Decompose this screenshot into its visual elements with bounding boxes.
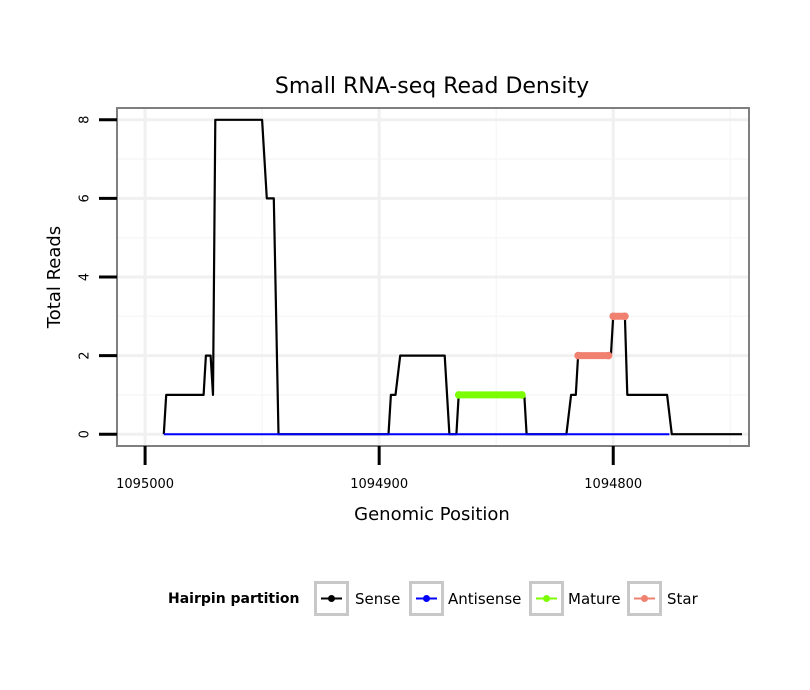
chart-title: Small RNA-seq Read Density xyxy=(275,74,589,99)
legend-label: Star xyxy=(667,590,699,608)
series-point-star xyxy=(574,351,582,360)
legend-key-point xyxy=(641,595,648,602)
legend-key-point xyxy=(423,595,430,602)
series-point-star xyxy=(621,312,629,321)
y-axis: 0 2 4 6 8 xyxy=(78,116,117,438)
y-tick-label: 6 xyxy=(78,194,93,202)
x-tick-label: 1095000 xyxy=(116,477,174,492)
series-point-mature xyxy=(518,391,526,399)
legend-key-point xyxy=(328,595,335,602)
x-tick-label: 1094900 xyxy=(350,477,408,492)
x-axis: 1095000 1094900 1094800 xyxy=(116,446,642,492)
series-point-star xyxy=(609,312,618,321)
x-tick-label: 1094800 xyxy=(584,477,642,492)
legend-item-mature: Mature xyxy=(529,581,621,616)
x-axis-title: Genomic Position xyxy=(354,504,510,525)
legend: Hairpin partition Sense Antisense Mature St… xyxy=(168,581,699,616)
y-axis-title: Total Reads xyxy=(44,226,65,329)
y-tick-label: 8 xyxy=(78,116,93,124)
series-point-star xyxy=(604,351,613,360)
legend-item-antisense: Antisense xyxy=(409,581,521,616)
legend-item-star: Star xyxy=(627,581,699,616)
y-tick-label: 2 xyxy=(78,351,93,359)
legend-label: Sense xyxy=(355,590,400,608)
legend-key-point xyxy=(543,595,550,602)
legend-item-sense: Sense xyxy=(314,581,400,616)
legend-title: Hairpin partition xyxy=(168,591,299,607)
series-point-mature xyxy=(454,391,463,399)
series-line-sense xyxy=(162,118,742,436)
y-tick-label: 4 xyxy=(78,273,93,281)
legend-label: Mature xyxy=(568,590,621,608)
y-tick-label: 0 xyxy=(78,430,93,438)
legend-label: Antisense xyxy=(448,590,521,608)
series-layer xyxy=(162,118,742,436)
